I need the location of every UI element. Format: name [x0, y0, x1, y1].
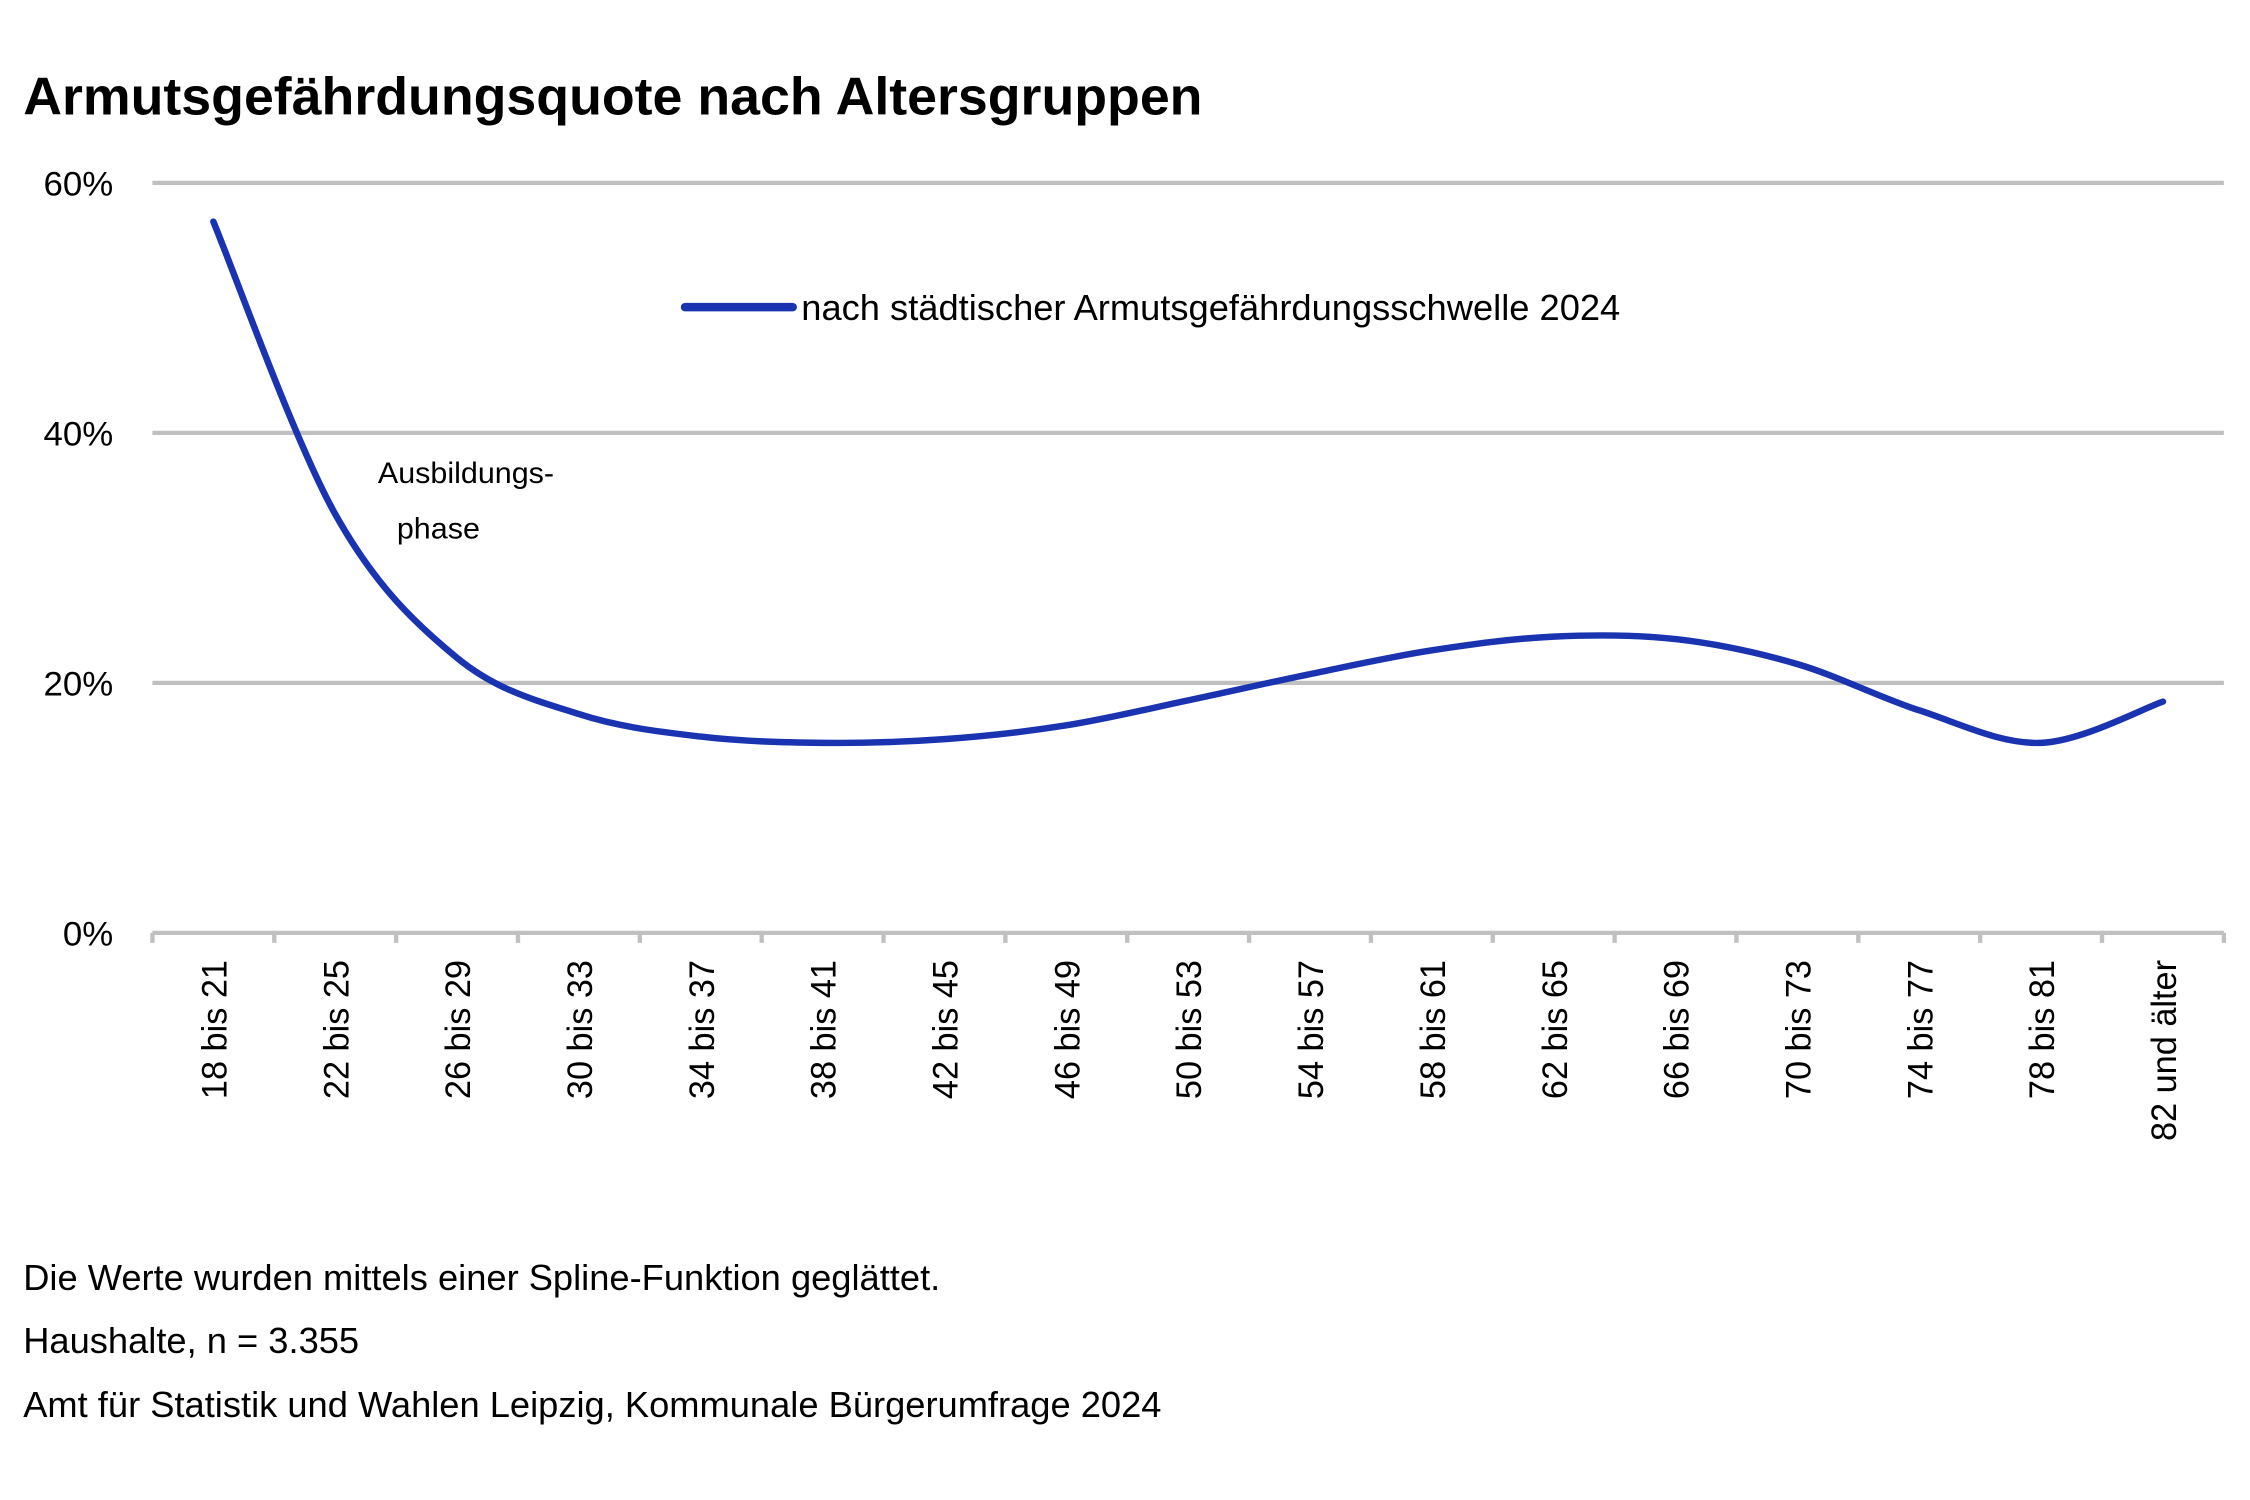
x-tick-label: 82 und älter — [2146, 960, 2184, 1141]
x-tick-label: 42 bis 45 — [927, 960, 965, 1099]
x-tick-label: 78 bis 81 — [2024, 960, 2062, 1099]
footer-sample: Haushalte, n = 3.355 — [23, 1320, 359, 1361]
x-tick-label: 66 bis 69 — [1658, 960, 1696, 1099]
legend-label: nach städtischer Armutsgefährdungsschwel… — [801, 287, 1620, 328]
x-tick-label: 58 bis 61 — [1415, 960, 1453, 1099]
annotation-line2: phase — [397, 513, 480, 546]
x-axis: 18 bis 21 22 bis 25 26 bis 29 30 bis 33 34 b… — [150, 930, 2227, 1141]
y-tick-label: 20% — [44, 666, 114, 704]
legend: nach städtischer Armutsgefährdungsschwel… — [680, 287, 1620, 328]
x-tick-label: 26 bis 29 — [440, 960, 478, 1099]
x-tick-label: 62 bis 65 — [1537, 960, 1575, 1099]
x-tick-label: 46 bis 49 — [1049, 960, 1087, 1099]
x-tick-label: 74 bis 77 — [1902, 960, 1940, 1099]
x-tick-label: 38 bis 41 — [805, 960, 843, 1099]
y-tick-label: 0% — [63, 916, 113, 954]
annotation-line1: Ausbildungs- — [378, 457, 554, 490]
series-line — [210, 218, 2167, 747]
annotation: Ausbildungs- phase — [378, 457, 554, 545]
x-tick-label: 22 bis 25 — [318, 960, 356, 1099]
y-tick-label: 60% — [44, 166, 114, 204]
gridlines — [152, 180, 2224, 685]
chart-title: Armutsgefährdungsquote nach Altersgruppe… — [23, 68, 1202, 127]
y-tick-label: 40% — [44, 416, 114, 454]
footer-source: Amt für Statistik und Wahlen Leipzig, Ko… — [23, 1384, 1161, 1425]
footer-note: Die Werte wurden mittels einer Spline-Fu… — [23, 1257, 940, 1298]
x-tick-label: 30 bis 33 — [562, 960, 600, 1099]
x-tick-label: 18 bis 21 — [196, 960, 234, 1099]
series-lines — [210, 218, 2167, 747]
x-tick-label: 50 bis 53 — [1171, 960, 1209, 1099]
y-axis-ticks: 0% 20% 40% 60% — [44, 166, 114, 954]
x-tick-label: 34 bis 37 — [684, 960, 722, 1099]
x-tick-label: 54 bis 57 — [1293, 960, 1331, 1099]
x-tick-label: 70 bis 73 — [1780, 960, 1818, 1099]
